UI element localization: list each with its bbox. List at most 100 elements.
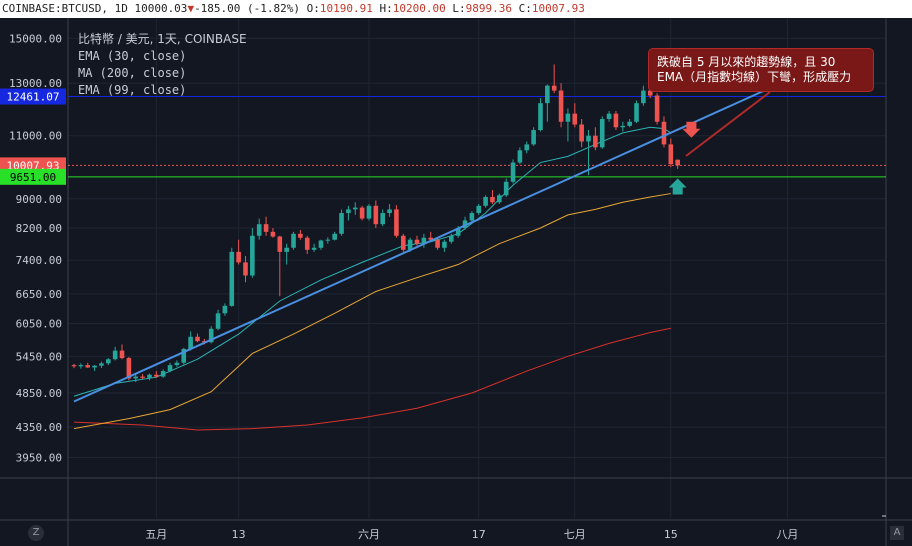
change-value: -185.00 (-1.82%)	[194, 2, 301, 15]
candle-body	[291, 233, 296, 248]
candle-body	[545, 85, 550, 104]
candle-body	[579, 124, 584, 142]
price-tag-support	[0, 168, 66, 185]
candle-body	[435, 239, 440, 248]
candle-body	[140, 376, 145, 378]
y-tick-label: 11000.00	[9, 130, 62, 143]
candle-body	[208, 328, 214, 343]
close-label: C:	[518, 2, 532, 15]
open-label: O:	[306, 2, 320, 15]
y-tick-label: 3950.00	[16, 451, 62, 464]
candle-body	[414, 239, 420, 244]
arrow-down-icon	[682, 121, 701, 138]
candle-body	[311, 247, 317, 250]
candle-body	[606, 113, 612, 120]
candle-body	[469, 213, 475, 221]
y-tick-label: 15000.00	[9, 32, 62, 45]
candle-body	[517, 150, 523, 163]
candle-body	[346, 209, 351, 214]
candle-body	[442, 241, 447, 248]
candle-body	[256, 224, 262, 236]
open-value: 10190.91	[319, 2, 373, 15]
y-tick-label: 4850.00	[16, 387, 62, 400]
candle-body	[387, 209, 392, 214]
candle-body	[188, 336, 193, 349]
y-tick-label: 5450.00	[16, 350, 62, 363]
high-label: H:	[379, 2, 393, 15]
candle-body	[373, 205, 379, 225]
candle-body	[661, 121, 667, 145]
candle-body	[195, 336, 200, 342]
candle-body	[400, 235, 406, 250]
candle-body	[318, 240, 324, 248]
zoom-button[interactable]: Z	[28, 525, 44, 541]
candle-body	[455, 227, 461, 236]
candle-body	[215, 313, 221, 329]
candle-body	[92, 365, 97, 368]
symbol-info: COINBASE:BTCUSD, 1D 10000.03	[2, 2, 188, 15]
candle-body	[565, 113, 571, 122]
candle-body	[270, 231, 276, 237]
candle-body	[112, 350, 118, 360]
candle-body	[304, 237, 310, 250]
candle-body	[394, 209, 399, 236]
y-tick-label: 6650.00	[16, 288, 62, 301]
candle-body	[654, 95, 660, 122]
candle-body	[380, 213, 385, 225]
candle-body	[250, 235, 255, 276]
candle-body	[325, 239, 331, 241]
candle-body	[167, 365, 173, 372]
annotation-callout[interactable]: 跌破自 5 月以來的趨勢線，且 30 EMA（月指數均線）下彎，形成壓力	[648, 48, 874, 92]
candle-body	[428, 237, 434, 240]
x-tick-label: 13	[232, 528, 246, 541]
candle-body	[71, 365, 77, 367]
legend-title: 比特幣 / 美元, 1天, COINBASE	[78, 32, 247, 46]
candle-body	[497, 195, 502, 203]
candle-body	[538, 103, 543, 131]
candle-body	[126, 358, 132, 379]
low-value: 9899.36	[465, 2, 512, 15]
candle-body	[78, 365, 84, 367]
legend-ema30[interactable]: EMA (30, close)	[78, 49, 187, 63]
candle-body	[332, 233, 337, 240]
price-chart[interactable]: 3950.00 4350.00 4850.00 5450.00 6050.00 6650.…	[0, 18, 912, 546]
candle-body	[277, 236, 283, 252]
candle-body	[99, 363, 104, 366]
x-tick-label: 五月	[145, 528, 167, 541]
price-tag-label: 12461.07	[7, 91, 60, 104]
chart-area[interactable]: 3950.00 4350.00 4850.00 5450.00 6050.00 6650.…	[0, 18, 912, 546]
low-label: L:	[452, 2, 466, 15]
ema30-line	[73, 126, 672, 397]
x-tick-label: 17	[472, 528, 486, 541]
legend-ma200[interactable]: MA (200, close)	[78, 66, 187, 80]
candle-body	[202, 341, 207, 343]
candle-body	[154, 374, 159, 377]
y-tick-label: 6050.00	[16, 318, 62, 331]
candle-body	[675, 159, 680, 166]
candle-body	[85, 365, 91, 368]
ema99-line	[73, 193, 671, 430]
candle-body	[524, 144, 530, 151]
candle-body	[668, 144, 674, 165]
candle-body	[229, 251, 235, 306]
candle-body	[222, 305, 228, 314]
auto-scale-button[interactable]: A	[890, 526, 904, 540]
arrow-up-icon	[668, 178, 687, 195]
candle-body	[133, 376, 139, 379]
legend-ema99[interactable]: EMA (99, close)	[78, 83, 187, 97]
candle-body	[284, 247, 289, 252]
candle-body	[503, 181, 509, 196]
candle-body	[106, 359, 111, 364]
price-tag-label: 9651.00	[10, 171, 56, 184]
candle-body	[627, 121, 632, 126]
callout-pointer	[685, 91, 771, 157]
candle-body	[160, 371, 166, 377]
candle-body	[352, 207, 358, 210]
candle-body	[339, 213, 344, 234]
x-tick-label: 六月	[358, 528, 380, 541]
candle-body	[572, 113, 578, 125]
candle-body	[147, 374, 152, 378]
candle-body	[599, 119, 605, 148]
ma200-line	[73, 327, 671, 431]
candle-body	[641, 90, 646, 104]
